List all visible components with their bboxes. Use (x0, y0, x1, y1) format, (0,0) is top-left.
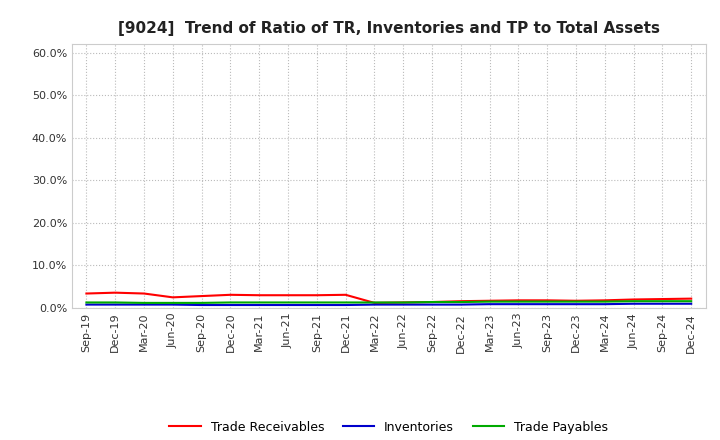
Inventories (658, 301, 667, 306)
Trade Payables (600, 299, 609, 304)
Inventories (226, 302, 235, 308)
Trade Receivables (111, 290, 120, 295)
Inventories (111, 302, 120, 307)
Trade Payables (485, 299, 494, 304)
Trade Payables (255, 300, 264, 305)
Title: [9024]  Trend of Ratio of TR, Inventories and TP to Total Assets: [9024] Trend of Ratio of TR, Inventories… (118, 21, 660, 36)
Inventories (197, 302, 206, 308)
Trade Receivables (168, 295, 177, 300)
Trade Receivables (197, 293, 206, 299)
Trade Receivables (312, 293, 321, 298)
Trade Payables (629, 299, 638, 304)
Trade Payables (543, 299, 552, 304)
Inventories (514, 301, 523, 307)
Trade Payables (572, 299, 580, 304)
Trade Receivables (687, 296, 696, 301)
Inventories (370, 302, 379, 307)
Inventories (255, 302, 264, 308)
Trade Payables (658, 299, 667, 304)
Inventories (312, 302, 321, 308)
Trade Payables (197, 300, 206, 305)
Trade Payables (140, 300, 148, 305)
Trade Receivables (284, 293, 292, 298)
Trade Receivables (514, 298, 523, 303)
Trade Receivables (399, 300, 408, 305)
Trade Receivables (485, 298, 494, 304)
Inventories (456, 302, 465, 307)
Trade Receivables (629, 297, 638, 302)
Trade Receivables (140, 291, 148, 296)
Inventories (428, 302, 436, 307)
Trade Receivables (370, 300, 379, 305)
Trade Receivables (428, 299, 436, 304)
Trade Payables (428, 299, 436, 304)
Trade Payables (399, 300, 408, 305)
Inventories (168, 302, 177, 307)
Inventories (629, 301, 638, 306)
Inventories (341, 302, 350, 308)
Inventories (485, 301, 494, 307)
Line: Inventories: Inventories (86, 304, 691, 305)
Inventories (140, 302, 148, 307)
Trade Receivables (226, 292, 235, 297)
Trade Payables (111, 300, 120, 305)
Trade Receivables (456, 299, 465, 304)
Trade Payables (456, 299, 465, 304)
Trade Receivables (341, 292, 350, 297)
Trade Receivables (543, 298, 552, 303)
Trade Payables (370, 300, 379, 305)
Trade Receivables (82, 291, 91, 296)
Trade Receivables (572, 298, 580, 304)
Inventories (600, 301, 609, 307)
Trade Payables (168, 300, 177, 305)
Inventories (687, 301, 696, 306)
Inventories (284, 302, 292, 308)
Trade Payables (82, 300, 91, 305)
Line: Trade Receivables: Trade Receivables (86, 293, 691, 303)
Trade Receivables (600, 298, 609, 303)
Trade Payables (341, 300, 350, 305)
Trade Payables (514, 299, 523, 304)
Trade Payables (312, 300, 321, 305)
Legend: Trade Receivables, Inventories, Trade Payables: Trade Receivables, Inventories, Trade Pa… (164, 416, 613, 439)
Inventories (543, 301, 552, 307)
Trade Payables (284, 300, 292, 305)
Trade Receivables (658, 297, 667, 302)
Inventories (82, 302, 91, 307)
Trade Payables (687, 299, 696, 304)
Inventories (572, 301, 580, 307)
Trade Receivables (255, 293, 264, 298)
Line: Trade Payables: Trade Payables (86, 301, 691, 303)
Trade Payables (226, 300, 235, 305)
Inventories (399, 302, 408, 307)
